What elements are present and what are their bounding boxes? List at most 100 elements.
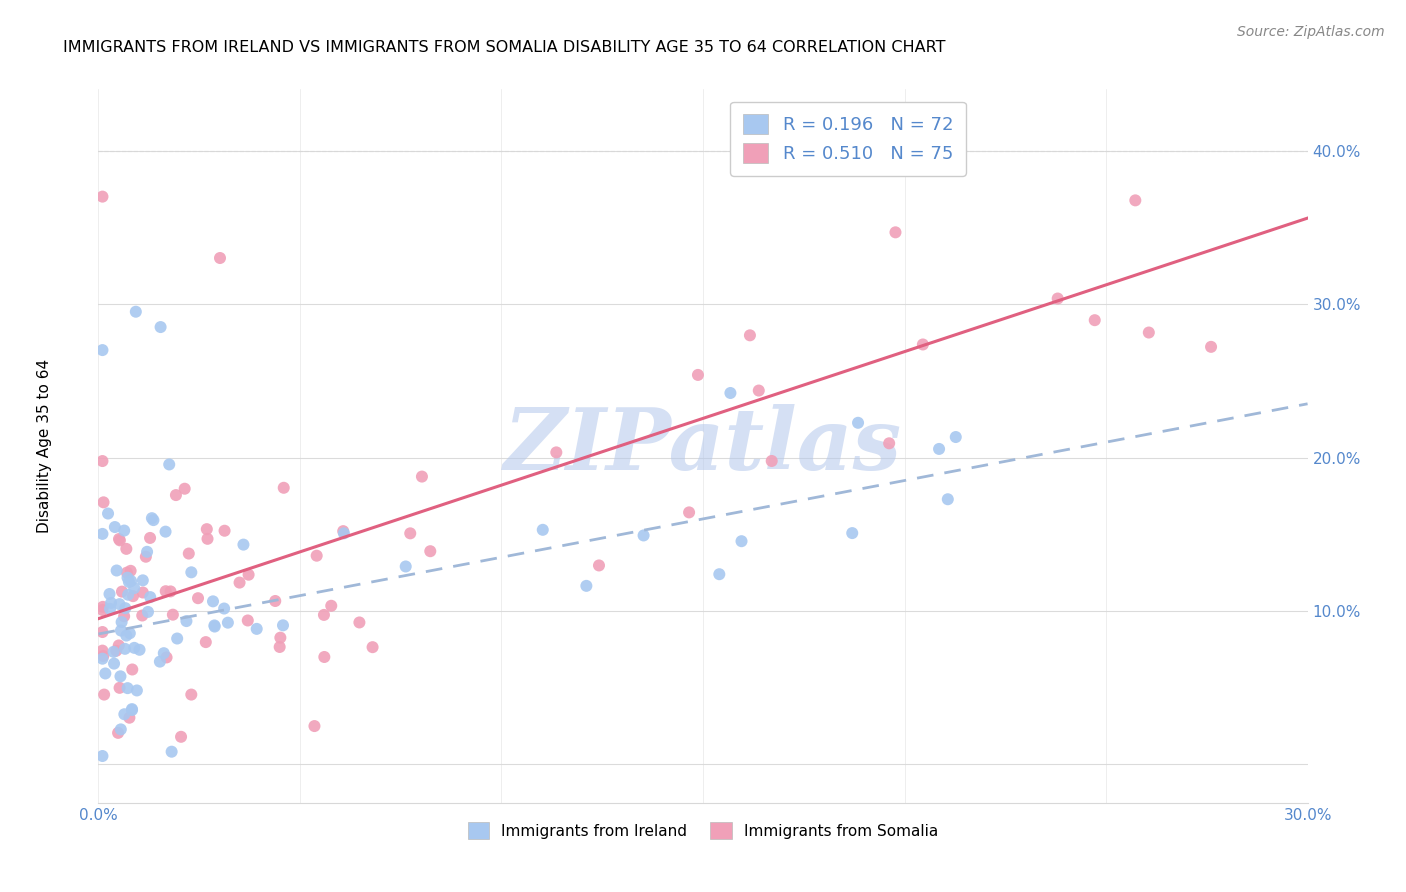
Point: [136, 605, 159, 619]
Point: [269, 631, 291, 645]
Text: Disability Age 35 to 64: Disability Age 35 to 64: [38, 359, 52, 533]
Point: [97, 507, 120, 521]
Point: [139, 590, 162, 604]
Point: [121, 702, 143, 716]
Point: [1199, 340, 1222, 354]
Point: [155, 524, 177, 539]
Point: [177, 547, 200, 561]
Point: [305, 549, 328, 563]
Point: [1123, 194, 1146, 208]
Point: [103, 657, 125, 671]
Point: [117, 571, 139, 585]
Point: [575, 579, 598, 593]
Point: [877, 436, 900, 450]
Point: [118, 711, 141, 725]
Point: [718, 386, 741, 401]
Point: [108, 597, 131, 611]
Point: [98, 587, 121, 601]
Point: [217, 615, 239, 630]
Point: [238, 567, 260, 582]
Point: [110, 723, 132, 737]
Point: [361, 640, 384, 655]
Point: [91, 603, 114, 617]
Point: [125, 304, 148, 318]
Point: [204, 619, 226, 633]
Point: [1046, 292, 1069, 306]
Point: [104, 520, 127, 534]
Point: [111, 584, 134, 599]
Point: [333, 526, 356, 541]
Point: [120, 574, 142, 588]
Point: [208, 251, 231, 265]
Point: [228, 575, 250, 590]
Point: [115, 629, 138, 643]
Point: [128, 642, 150, 657]
Point: [841, 526, 863, 541]
Point: [197, 532, 219, 546]
Point: [135, 549, 157, 564]
Point: [165, 488, 187, 502]
Point: [321, 599, 343, 613]
Point: [132, 574, 155, 588]
Point: [152, 646, 174, 660]
Point: [709, 567, 731, 582]
Point: [112, 707, 135, 722]
Point: [911, 337, 934, 351]
Point: [117, 588, 139, 602]
Point: [1137, 326, 1160, 340]
Point: [180, 688, 202, 702]
Point: [112, 524, 135, 538]
Point: [761, 454, 783, 468]
Point: [122, 640, 145, 655]
Point: [115, 566, 138, 580]
Point: [91, 625, 114, 640]
Point: [91, 599, 114, 614]
Point: [187, 591, 209, 606]
Point: [91, 343, 114, 357]
Point: [142, 513, 165, 527]
Point: [180, 566, 202, 580]
Point: [149, 655, 172, 669]
Point: [271, 618, 294, 632]
Point: [121, 663, 143, 677]
Point: [91, 749, 114, 764]
Point: [170, 730, 193, 744]
Point: [884, 225, 907, 239]
Point: [212, 601, 235, 615]
Point: [121, 703, 143, 717]
Point: [157, 458, 180, 472]
Point: [173, 482, 195, 496]
Point: [160, 745, 183, 759]
Point: [110, 615, 132, 629]
Point: [166, 632, 188, 646]
Point: [936, 492, 959, 507]
Point: [332, 524, 354, 538]
Point: [98, 602, 121, 616]
Point: [94, 666, 117, 681]
Point: [105, 564, 128, 578]
Point: [531, 523, 554, 537]
Point: [91, 454, 114, 468]
Point: [419, 544, 441, 558]
Point: [112, 609, 135, 624]
Point: [118, 574, 141, 589]
Point: [399, 526, 422, 541]
Point: [314, 650, 336, 665]
Text: ZIPatlas: ZIPatlas: [503, 404, 903, 488]
Point: [269, 640, 291, 654]
Point: [411, 469, 433, 483]
Text: IMMIGRANTS FROM IRELAND VS IMMIGRANTS FROM SOMALIA DISABILITY AGE 35 TO 64 CORRE: IMMIGRANTS FROM IRELAND VS IMMIGRANTS FR…: [63, 40, 946, 55]
Point: [273, 481, 295, 495]
Point: [194, 635, 217, 649]
Point: [136, 545, 159, 559]
Point: [91, 643, 114, 657]
Point: [176, 614, 198, 628]
Point: [730, 534, 752, 549]
Point: [120, 564, 142, 578]
Point: [155, 584, 177, 599]
Point: [748, 384, 770, 398]
Point: [155, 650, 177, 665]
Point: [107, 639, 129, 653]
Point: [633, 528, 655, 542]
Point: [159, 584, 181, 599]
